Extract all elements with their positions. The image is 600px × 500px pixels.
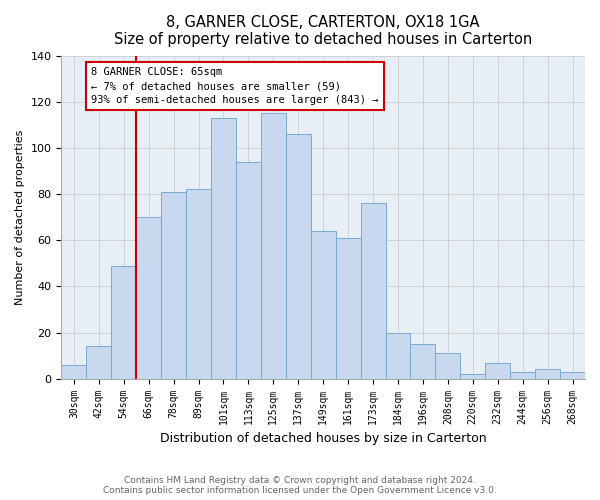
Bar [86,346,111,378]
Bar [211,118,236,378]
Bar [236,162,261,378]
Bar [560,372,585,378]
Bar [485,362,510,378]
Bar [410,344,436,378]
Y-axis label: Number of detached properties: Number of detached properties [15,130,25,305]
Bar [111,266,136,378]
X-axis label: Distribution of detached houses by size in Carterton: Distribution of detached houses by size … [160,432,487,445]
Bar [161,192,186,378]
Bar [61,365,86,378]
Bar [535,370,560,378]
Bar [361,204,386,378]
Bar [335,238,361,378]
Bar [311,231,335,378]
Bar [386,332,410,378]
Text: Contains HM Land Registry data © Crown copyright and database right 2024.
Contai: Contains HM Land Registry data © Crown c… [103,476,497,495]
Bar [436,354,460,378]
Bar [286,134,311,378]
Title: 8, GARNER CLOSE, CARTERTON, OX18 1GA
Size of property relative to detached house: 8, GARNER CLOSE, CARTERTON, OX18 1GA Siz… [114,15,532,48]
Bar [460,374,485,378]
Text: 8 GARNER CLOSE: 65sqm
← 7% of detached houses are smaller (59)
93% of semi-detac: 8 GARNER CLOSE: 65sqm ← 7% of detached h… [91,67,379,105]
Bar [261,113,286,378]
Bar [186,190,211,378]
Bar [136,217,161,378]
Bar [510,372,535,378]
